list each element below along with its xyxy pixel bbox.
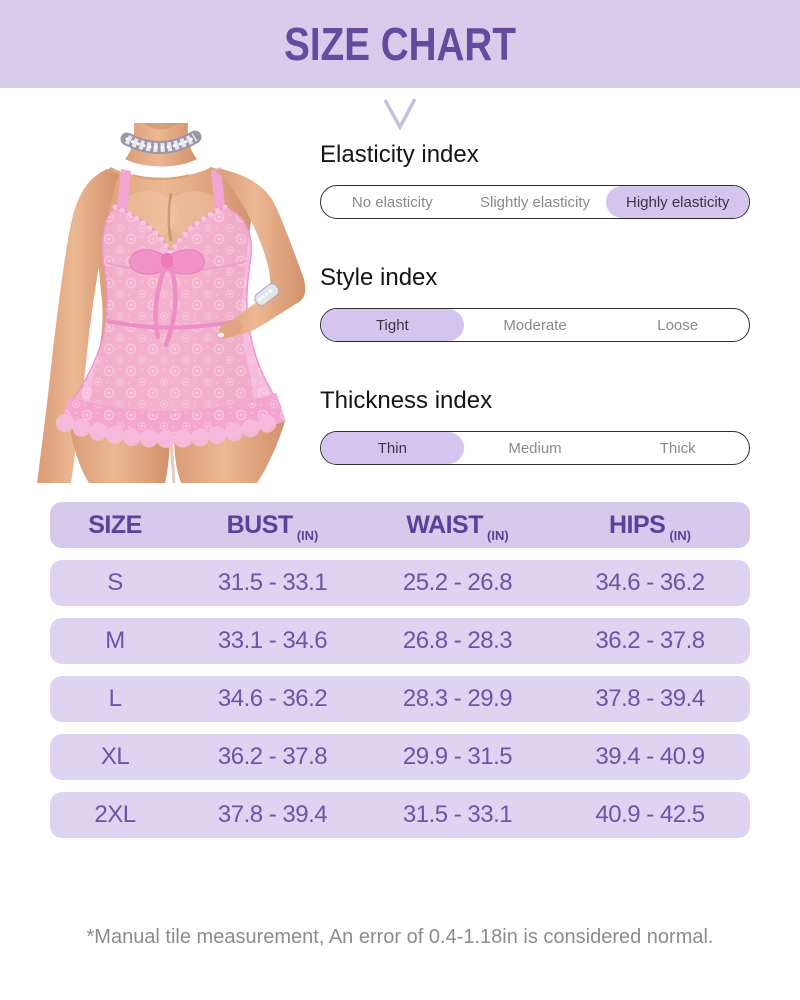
bust-cell: 36.2 - 37.8 xyxy=(217,743,328,770)
table-row-xl: XL 36.2 - 37.8 29.9 - 31.5 39.4 - 40.9 xyxy=(50,734,750,780)
page-title: SIZE CHART xyxy=(284,18,516,70)
option-loose: Loose xyxy=(657,316,699,334)
option-thin: Thin xyxy=(321,432,464,464)
chevron-down-icon xyxy=(383,98,417,131)
bust-cell: 31.5 - 33.1 xyxy=(217,569,328,596)
bust-cell: 37.8 - 39.4 xyxy=(217,801,328,828)
thickness-index-bar: Thin Medium Thick xyxy=(320,431,750,465)
waist-cell: 29.9 - 31.5 xyxy=(402,743,513,770)
option-thick: Thick xyxy=(659,439,696,457)
option-no-elasticity: No elasticity xyxy=(351,193,433,211)
option-highly-elasticity: Highly elasticity xyxy=(606,186,750,218)
waist-cell: 31.5 - 33.1 xyxy=(402,801,513,828)
hips-cell: 36.2 - 37.8 xyxy=(595,627,705,654)
option-moderate: Moderate xyxy=(503,316,567,334)
unit-label: (IN) xyxy=(296,527,319,543)
hips-cell: 40.9 - 42.5 xyxy=(595,801,705,828)
size-cell: L xyxy=(108,685,122,712)
option-slightly-elasticity: Slightly elasticity xyxy=(479,193,591,211)
hips-cell: 39.4 - 40.9 xyxy=(595,743,705,770)
measurement-footnote: *Manual tile measurement, An error of 0.… xyxy=(86,926,714,948)
size-cell: 2XL xyxy=(94,801,136,828)
unit-label: (IN) xyxy=(487,527,509,543)
column-waist: WAIST (IN) xyxy=(406,510,509,543)
table-row-2xl: 2XL 37.8 - 39.4 31.5 - 33.1 40.9 - 42.5 xyxy=(50,792,750,838)
header-band: SIZE CHART xyxy=(0,0,800,88)
thickness-index-title: Thickness index xyxy=(320,387,493,414)
product-photo xyxy=(15,123,325,485)
size-table-header: SIZE BUST (IN) WAIST (IN) HIPS (IN) xyxy=(50,502,750,548)
hips-cell: 37.8 - 39.4 xyxy=(595,685,705,712)
size-cell: XL xyxy=(100,743,130,770)
table-row-s: S 31.5 - 33.1 25.2 - 26.8 34.6 - 36.2 xyxy=(50,560,750,606)
table-row-m: M 33.1 - 34.6 26.8 - 28.3 36.2 - 37.8 xyxy=(50,618,750,664)
size-cell: S xyxy=(107,569,123,596)
column-size: SIZE xyxy=(88,510,142,539)
waist-cell: 25.2 - 26.8 xyxy=(402,569,513,596)
waist-cell: 26.8 - 28.3 xyxy=(402,627,513,654)
elasticity-index-bar: No elasticity Slightly elasticity Highly… xyxy=(320,185,750,219)
elasticity-index-title: Elasticity index xyxy=(320,141,479,168)
bust-cell: 34.6 - 36.2 xyxy=(217,685,328,712)
hips-cell: 34.6 - 36.2 xyxy=(595,569,705,596)
option-tight: Tight xyxy=(321,309,464,341)
column-bust: BUST (IN) xyxy=(226,510,319,543)
waist-cell: 28.3 - 29.9 xyxy=(402,685,513,712)
option-medium: Medium xyxy=(508,439,562,457)
size-cell: M xyxy=(105,627,125,654)
table-row-l: L 34.6 - 36.2 28.3 - 29.9 37.8 - 39.4 xyxy=(50,676,750,722)
style-index-title: Style index xyxy=(320,264,438,291)
style-index-bar: Tight Moderate Loose xyxy=(320,308,750,342)
unit-label: (IN) xyxy=(669,527,692,543)
bust-cell: 33.1 - 34.6 xyxy=(217,627,328,654)
column-hips: HIPS (IN) xyxy=(608,510,692,543)
